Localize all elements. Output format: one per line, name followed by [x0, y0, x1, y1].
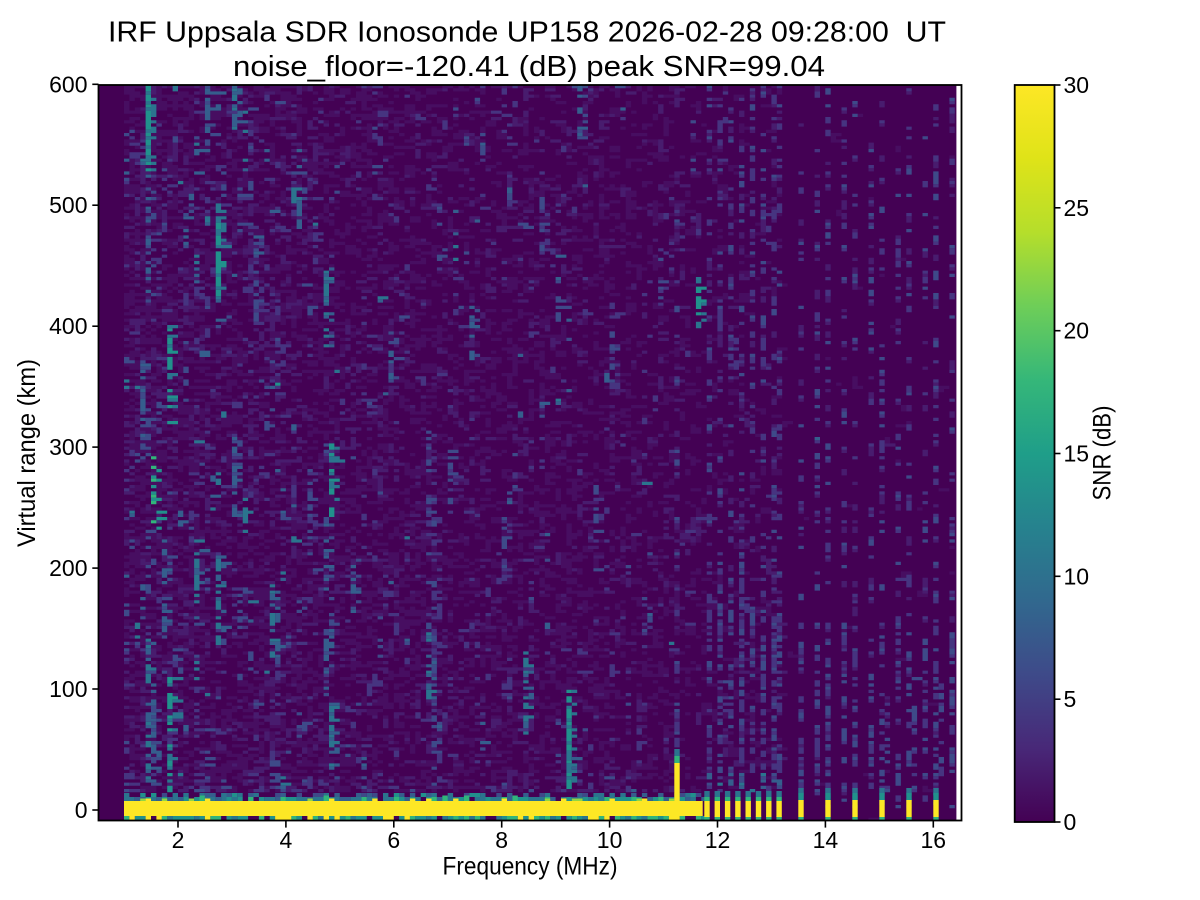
svg-text:SNR (dB): SNR (dB)	[1089, 406, 1117, 501]
svg-text:IRF Uppsala SDR Ionosonde UP15: IRF Uppsala SDR Ionosonde UP158 2026-02-…	[108, 17, 946, 49]
svg-text:5: 5	[1064, 686, 1077, 712]
svg-text:0: 0	[75, 797, 88, 823]
svg-text:25: 25	[1064, 195, 1090, 221]
svg-text:100: 100	[49, 676, 87, 702]
svg-text:12: 12	[705, 827, 731, 853]
svg-text:0: 0	[1064, 809, 1077, 835]
svg-text:10: 10	[1064, 563, 1090, 589]
svg-text:8: 8	[495, 827, 508, 853]
svg-text:500: 500	[49, 192, 87, 218]
svg-text:20: 20	[1064, 318, 1090, 344]
svg-text:200: 200	[49, 555, 87, 581]
svg-text:30: 30	[1064, 72, 1090, 98]
svg-text:300: 300	[49, 434, 87, 460]
svg-text:600: 600	[49, 71, 87, 97]
svg-text:6: 6	[387, 827, 400, 853]
svg-text:2: 2	[172, 827, 185, 853]
svg-text:16: 16	[921, 827, 947, 853]
svg-text:Virtual range (km): Virtual range (km)	[13, 359, 41, 547]
svg-text:4: 4	[280, 827, 293, 853]
svg-text:noise_floor=-120.41 (dB) peak: noise_floor=-120.41 (dB) peak SNR=99.04	[233, 51, 825, 83]
svg-text:Frequency (MHz): Frequency (MHz)	[443, 853, 618, 881]
svg-text:400: 400	[49, 313, 87, 339]
svg-text:14: 14	[813, 827, 839, 853]
svg-text:15: 15	[1064, 441, 1090, 467]
svg-text:10: 10	[597, 827, 623, 853]
